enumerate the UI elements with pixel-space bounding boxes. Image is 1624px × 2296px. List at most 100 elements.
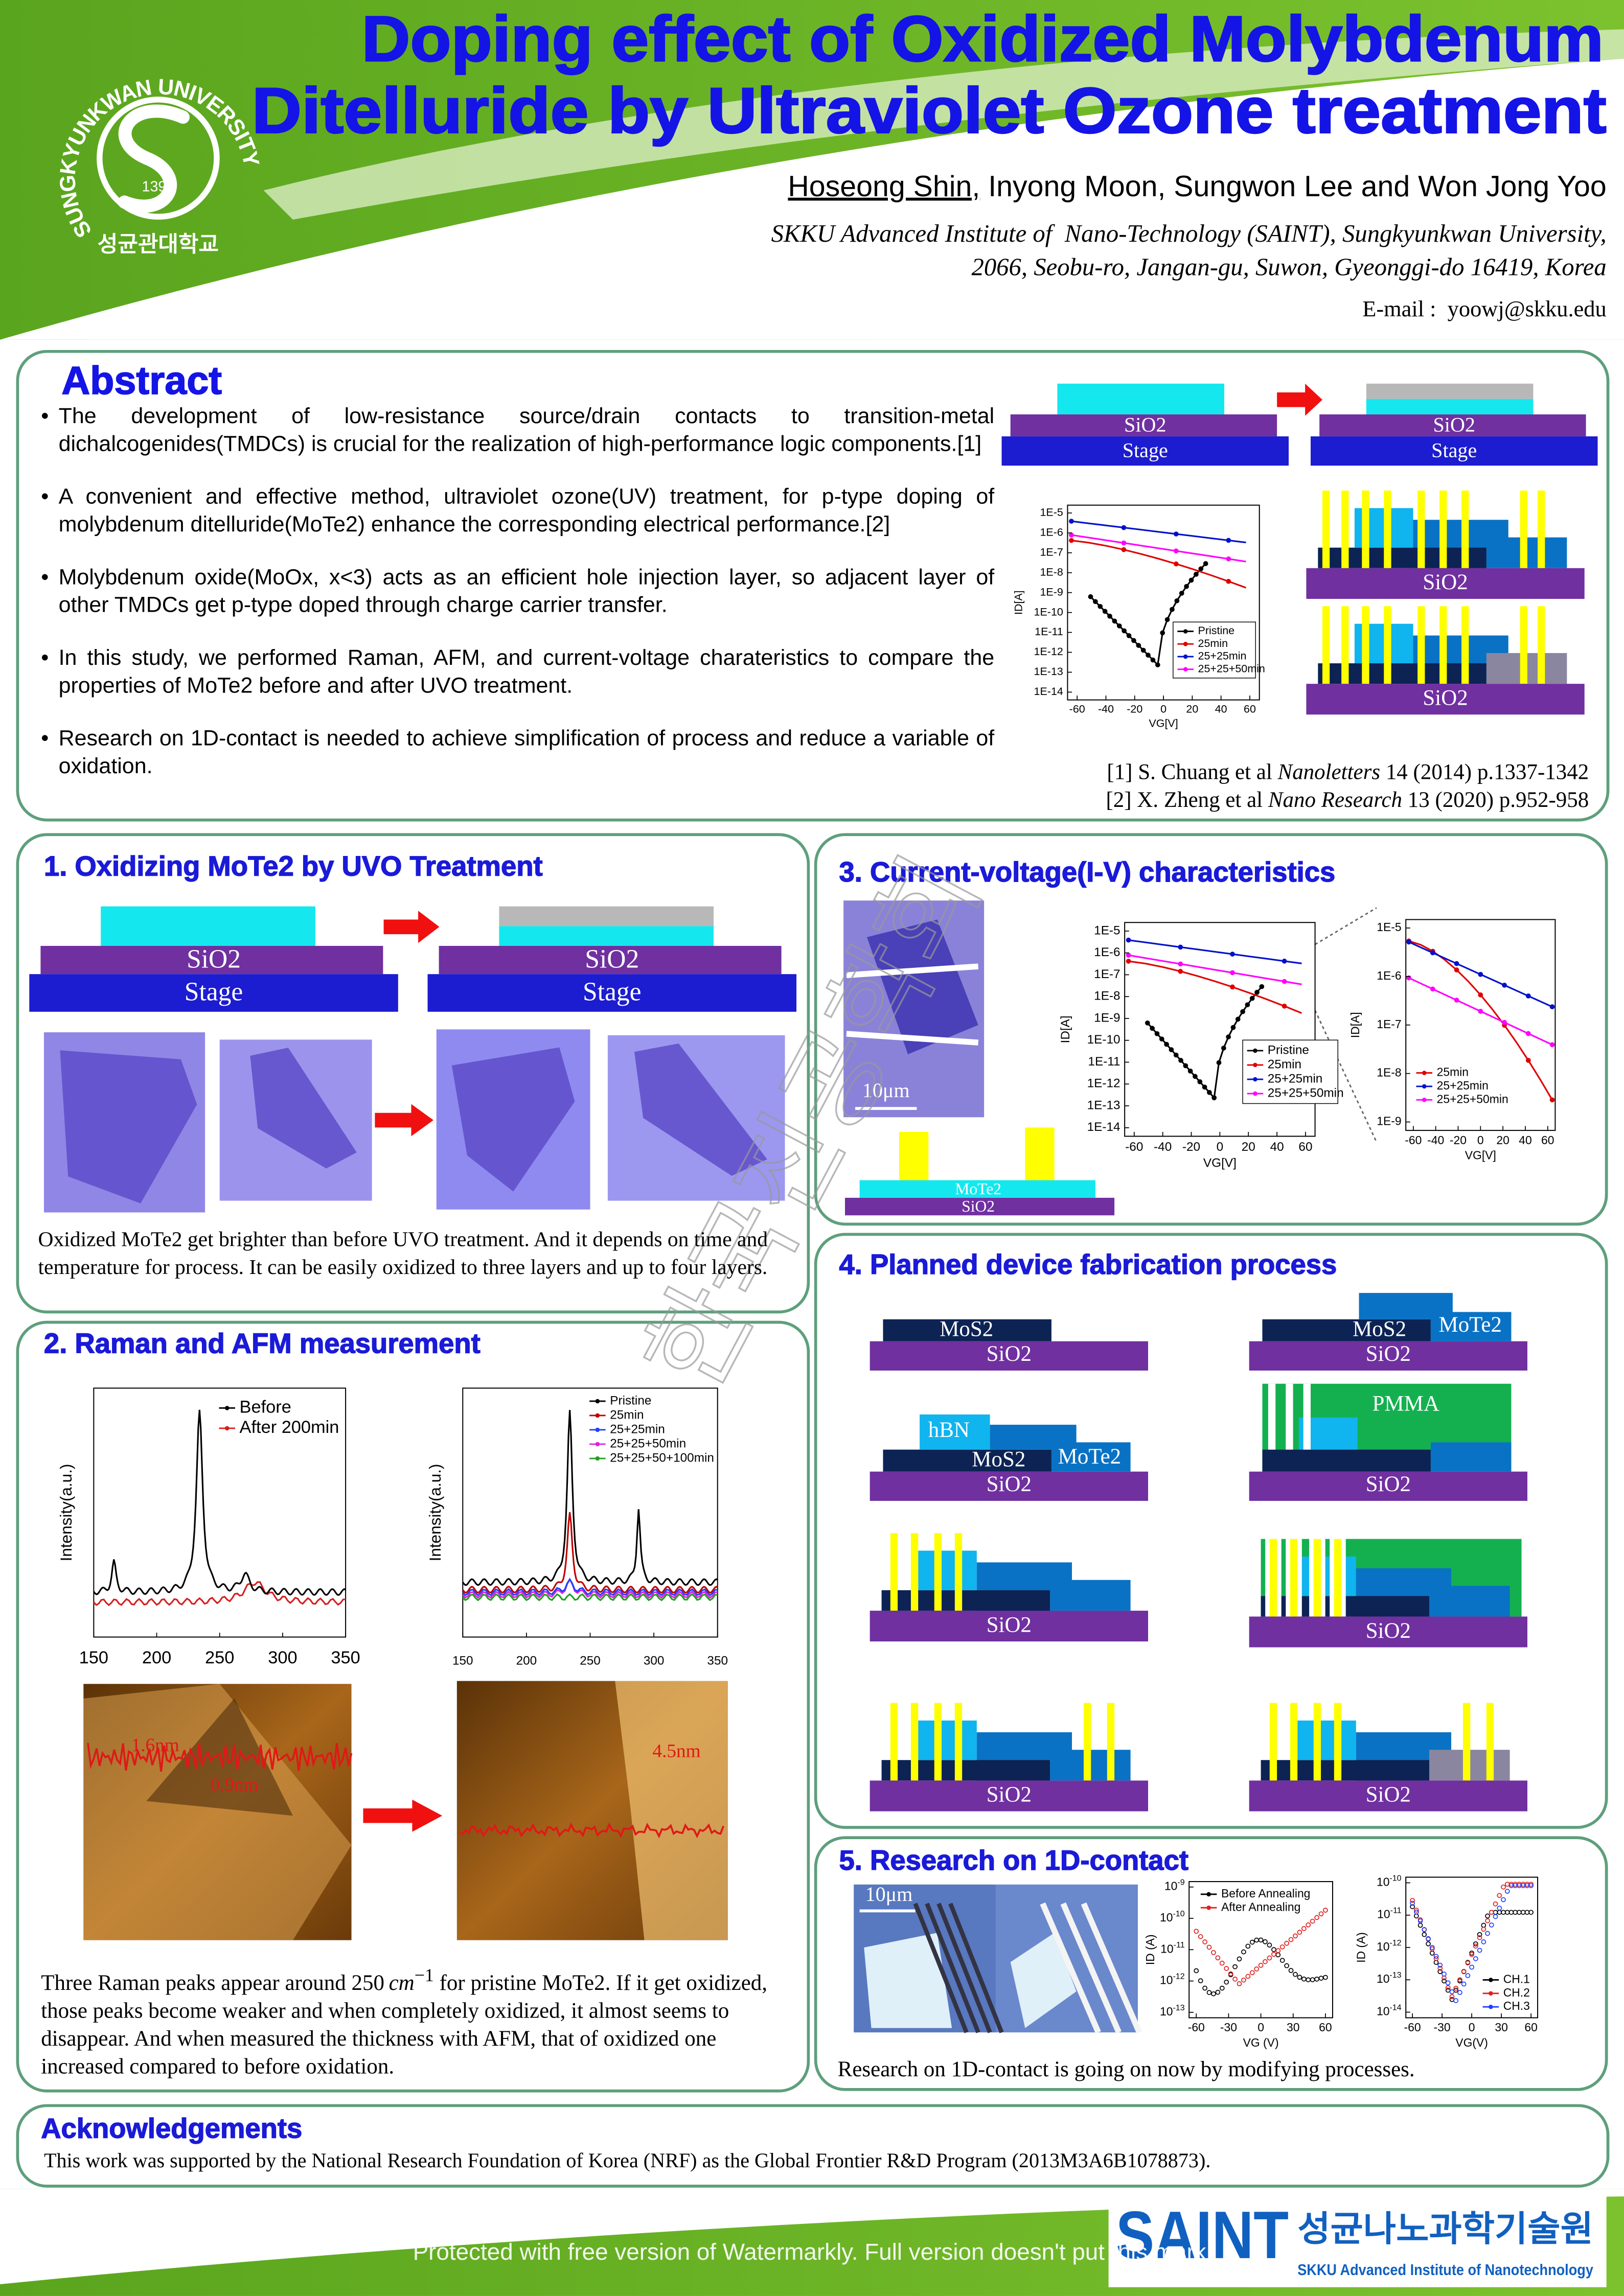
tick-label: 250 — [580, 1654, 601, 1668]
tick-label: 1E-7 — [1094, 967, 1120, 981]
abstract-bullets: The development of low-resistance source… — [41, 404, 994, 807]
afm-profile — [87, 1743, 353, 1772]
tick-label: -30 — [1220, 2021, 1237, 2034]
title-line: Ditelluride by Ultraviolet Ozone treatme… — [252, 75, 1607, 147]
tick-label: 0 — [1257, 2021, 1264, 2034]
watermark: Protected with free version of Watermark… — [413, 2239, 1213, 2265]
plot-marker — [1426, 1936, 1431, 1941]
plot-curve — [1071, 540, 1246, 589]
plot-marker — [1224, 1966, 1229, 1971]
legend-label: 25min — [610, 1408, 644, 1422]
label: Stage — [185, 978, 243, 1007]
contact — [1384, 490, 1391, 568]
tick-label: -20 — [1450, 1133, 1467, 1147]
section-title: Acknowledgements — [41, 2113, 302, 2144]
plot-marker — [1240, 1009, 1245, 1014]
plot-marker — [1136, 643, 1141, 648]
plot-marker — [1258, 1937, 1264, 1943]
plot-marker — [1485, 1913, 1490, 1919]
tick-label: 10-10 — [1377, 1874, 1402, 1889]
tick-label: 200 — [142, 1648, 171, 1667]
legend-label: Pristine — [1198, 624, 1235, 637]
ref-authors: [1] S. Chuang et al — [1107, 761, 1272, 785]
tick-label: 1E-12 — [1087, 1077, 1120, 1091]
legend-label: 25+25+50min — [1198, 662, 1265, 675]
flake — [60, 1050, 197, 1203]
contact — [1290, 1703, 1298, 1781]
sio2-layer — [40, 946, 383, 975]
tick-label: -60 — [1188, 2021, 1205, 2034]
tick-base: 10 — [1377, 1908, 1390, 1921]
caption: Three Raman peaks appear around 250 cm−1 … — [41, 1962, 803, 2082]
plot-marker — [1097, 604, 1103, 609]
plot-marker — [1178, 944, 1183, 950]
contact — [1290, 1539, 1298, 1617]
plot-marker — [1221, 1046, 1226, 1051]
caption-unit: cm — [388, 1972, 415, 1996]
tick-label: 1E-6 — [1040, 526, 1063, 538]
bullet: Molybdenum oxide(MoOx, x<3) acts as an e… — [41, 565, 994, 619]
plot-marker — [1323, 1908, 1328, 1913]
plot-marker — [1224, 1979, 1229, 1985]
contact — [1313, 1703, 1321, 1781]
plot-marker — [1121, 540, 1127, 546]
plot-marker — [1473, 1956, 1478, 1961]
electrode — [925, 1903, 980, 2033]
plot-marker — [1258, 1963, 1264, 1968]
tick-label: 60 — [1541, 1133, 1554, 1147]
tick-label: 1E-13 — [1034, 665, 1063, 678]
tick-label: 30 — [1495, 2021, 1507, 2034]
plot-marker — [1230, 952, 1235, 957]
tick-exponent: -11 — [1174, 1940, 1185, 1950]
plot-marker — [1528, 1883, 1534, 1888]
plot-curve — [462, 1410, 718, 1586]
axis-label: ID (A) — [1354, 1932, 1367, 1963]
label: SiO2 — [1366, 1619, 1411, 1643]
plot-marker — [1206, 1990, 1212, 1995]
plot-marker — [1131, 638, 1136, 643]
mote2-layer — [1366, 399, 1534, 414]
tick-label: -60 — [1125, 1140, 1143, 1154]
hbn-layer — [918, 1720, 977, 1760]
mos2-layer — [883, 1449, 1051, 1472]
plot-marker — [1481, 1927, 1486, 1932]
plot-marker — [1206, 1944, 1212, 1950]
axis-label: Intensity(a.u.) — [426, 1464, 444, 1562]
tick-label: -60 — [1404, 2021, 1421, 2034]
stage-layer — [29, 974, 398, 1012]
sio2-layer — [1249, 1471, 1527, 1501]
plot-marker — [1453, 1985, 1459, 1991]
plot-marker — [1502, 1019, 1507, 1025]
tick-exponent: -14 — [1389, 2003, 1401, 2012]
legend-label: 25min — [1198, 637, 1228, 650]
plot-marker — [1310, 1918, 1315, 1924]
plot-marker — [1226, 578, 1231, 584]
hbn-layer — [1297, 1556, 1356, 1596]
plot-marker — [1263, 1959, 1268, 1964]
contact — [1486, 1703, 1494, 1781]
legend-marker — [1489, 1978, 1493, 1982]
plot-marker — [1504, 1889, 1510, 1894]
plot-marker — [1485, 1918, 1490, 1923]
plot-marker — [1254, 989, 1260, 995]
ref-details: 14 (2014) p.1337-1342 — [1385, 761, 1589, 785]
label: MoS2 — [940, 1317, 993, 1341]
plot-marker — [1454, 961, 1459, 966]
bullet: In this study, we performed Raman, AFM, … — [41, 646, 994, 700]
plot-marker — [1282, 979, 1287, 984]
tick-label: 60 — [1319, 2021, 1332, 2034]
plot-marker — [1449, 1989, 1455, 1994]
reference: [2] X. Zheng et al Nano Research 13 (202… — [1106, 788, 1589, 816]
sio2-layer — [1319, 414, 1586, 436]
tick-label: 150 — [452, 1654, 473, 1668]
mos2-layer — [883, 1319, 1051, 1341]
label: SiO2 — [962, 1197, 995, 1215]
legend-marker — [595, 1399, 600, 1404]
mote2-layer — [1057, 383, 1224, 414]
plot-marker — [1282, 1003, 1287, 1009]
contact — [1439, 606, 1447, 684]
plot-marker — [1178, 1058, 1183, 1063]
plot-marker — [1178, 968, 1183, 974]
tick-label: 1E-13 — [1087, 1098, 1120, 1112]
label: hBN — [928, 1418, 970, 1442]
